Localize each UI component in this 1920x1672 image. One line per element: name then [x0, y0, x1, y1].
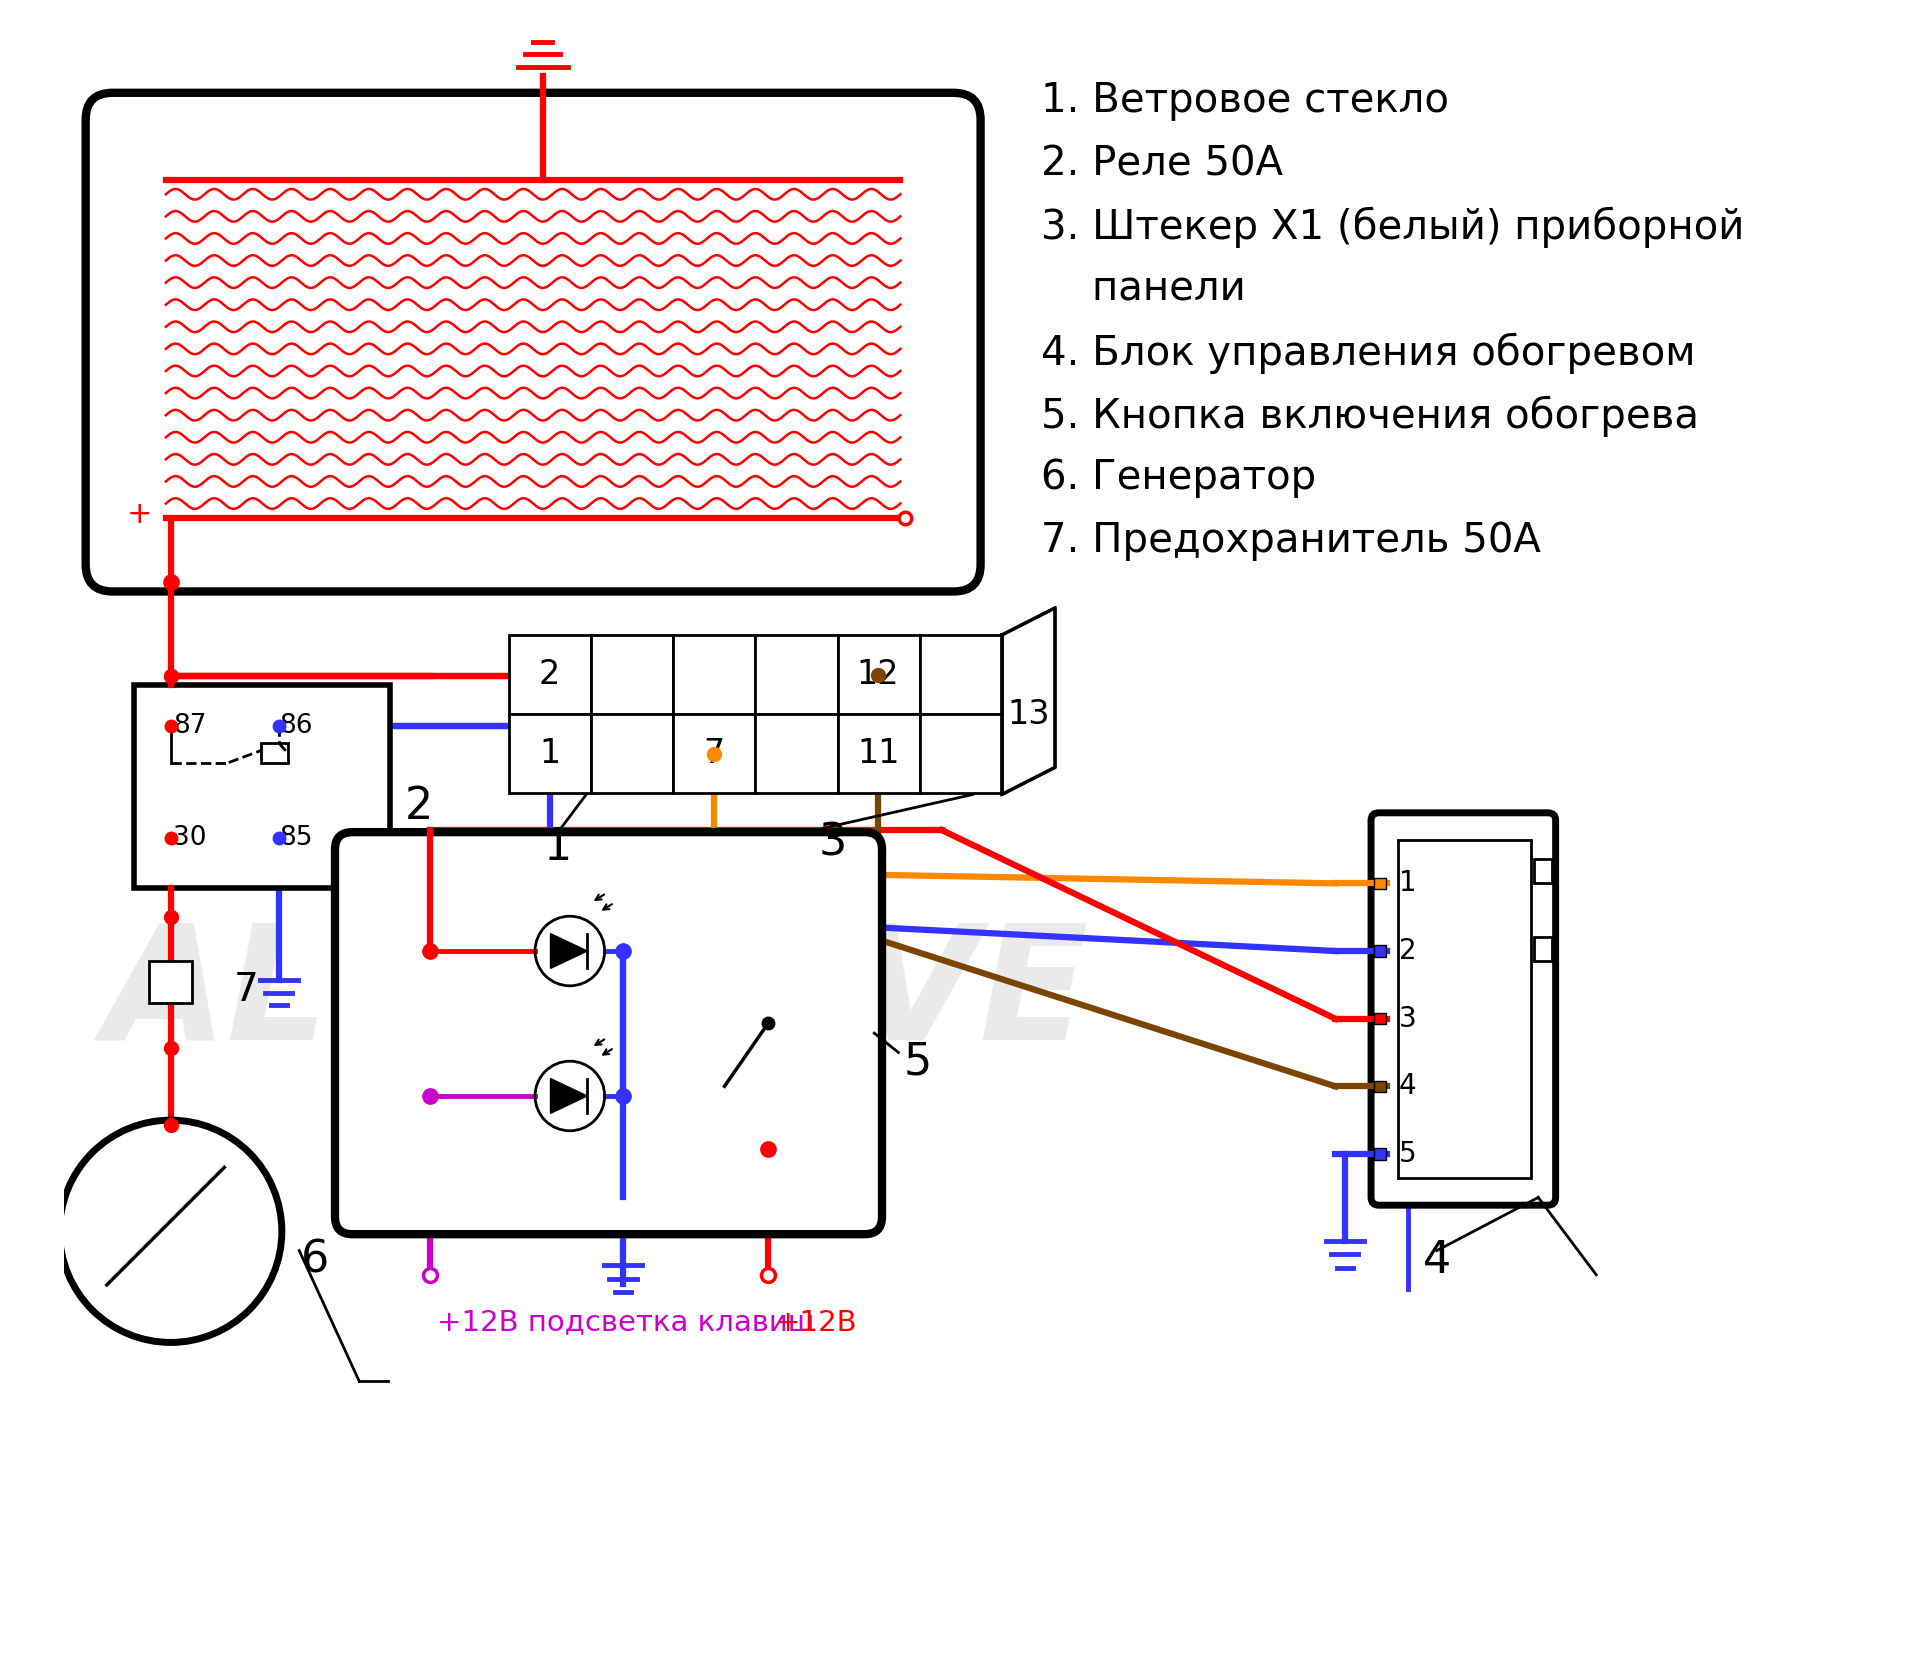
Text: 3. Штекер Х1 (белый) приборной: 3. Штекер Х1 (белый) приборной [1041, 207, 1743, 247]
Bar [134, 686, 390, 888]
Bar [755, 714, 837, 794]
Bar [755, 635, 837, 714]
Bar [509, 635, 591, 714]
Bar [1375, 878, 1386, 890]
Bar [1534, 859, 1551, 883]
Bar [1375, 1013, 1386, 1025]
Text: 1: 1 [1400, 869, 1417, 898]
Text: 3: 3 [818, 821, 847, 864]
Polygon shape [551, 933, 588, 968]
Text: 1. Ветровое стекло: 1. Ветровое стекло [1041, 82, 1448, 120]
Bar [1375, 945, 1386, 956]
Text: ALFADRIVE: ALFADRIVE [104, 916, 1089, 1072]
Bar [920, 635, 1002, 714]
Text: 7. Предохранитель 50А: 7. Предохранитель 50А [1041, 522, 1540, 560]
FancyBboxPatch shape [1371, 813, 1555, 1206]
FancyBboxPatch shape [1398, 839, 1530, 1179]
Bar [674, 635, 755, 714]
Polygon shape [551, 1078, 588, 1114]
Bar [837, 635, 920, 714]
Bar [1375, 1080, 1386, 1092]
Text: 6: 6 [301, 1239, 330, 1282]
Text: 7: 7 [234, 971, 259, 1008]
Bar [1534, 936, 1551, 961]
Text: 13: 13 [1008, 697, 1050, 731]
Text: 5: 5 [902, 1040, 931, 1083]
Bar [591, 714, 674, 794]
Text: 87: 87 [173, 712, 207, 739]
Text: 5: 5 [1400, 1140, 1417, 1169]
Text: 6. Генератор: 6. Генератор [1041, 458, 1315, 498]
Text: 7: 7 [703, 737, 724, 771]
Text: 2: 2 [405, 784, 432, 828]
Bar [591, 635, 674, 714]
Text: 12: 12 [856, 659, 899, 691]
Text: +: + [127, 500, 152, 528]
Text: 2: 2 [540, 659, 561, 691]
Text: 85: 85 [280, 824, 313, 851]
FancyBboxPatch shape [334, 833, 881, 1234]
Bar [674, 714, 755, 794]
Text: +12В подсветка клавиш: +12В подсветка клавиш [438, 1309, 814, 1336]
Bar [261, 744, 288, 762]
Text: 4: 4 [1400, 1072, 1417, 1100]
Text: 4. Блок управления обогревом: 4. Блок управления обогревом [1041, 333, 1695, 375]
Bar [837, 714, 920, 794]
Text: 11: 11 [856, 737, 899, 771]
Bar [1375, 1149, 1386, 1160]
Text: +12В: +12В [776, 1309, 858, 1336]
Text: 4: 4 [1423, 1239, 1452, 1282]
Polygon shape [1002, 609, 1054, 794]
FancyBboxPatch shape [86, 92, 981, 592]
Text: 5. Кнопка включения обогрева: 5. Кнопка включения обогрева [1041, 395, 1699, 436]
Bar [920, 714, 1002, 794]
Text: 2. Реле 50А: 2. Реле 50А [1041, 144, 1283, 184]
Text: 2: 2 [1400, 936, 1417, 965]
Text: 3: 3 [1400, 1005, 1417, 1033]
Text: 30: 30 [173, 824, 207, 851]
Text: 1: 1 [543, 826, 572, 869]
Text: 86: 86 [280, 712, 313, 739]
Bar [150, 961, 192, 1003]
Bar [509, 714, 591, 794]
Text: 1: 1 [540, 737, 561, 771]
Text: панели: панели [1041, 269, 1246, 309]
